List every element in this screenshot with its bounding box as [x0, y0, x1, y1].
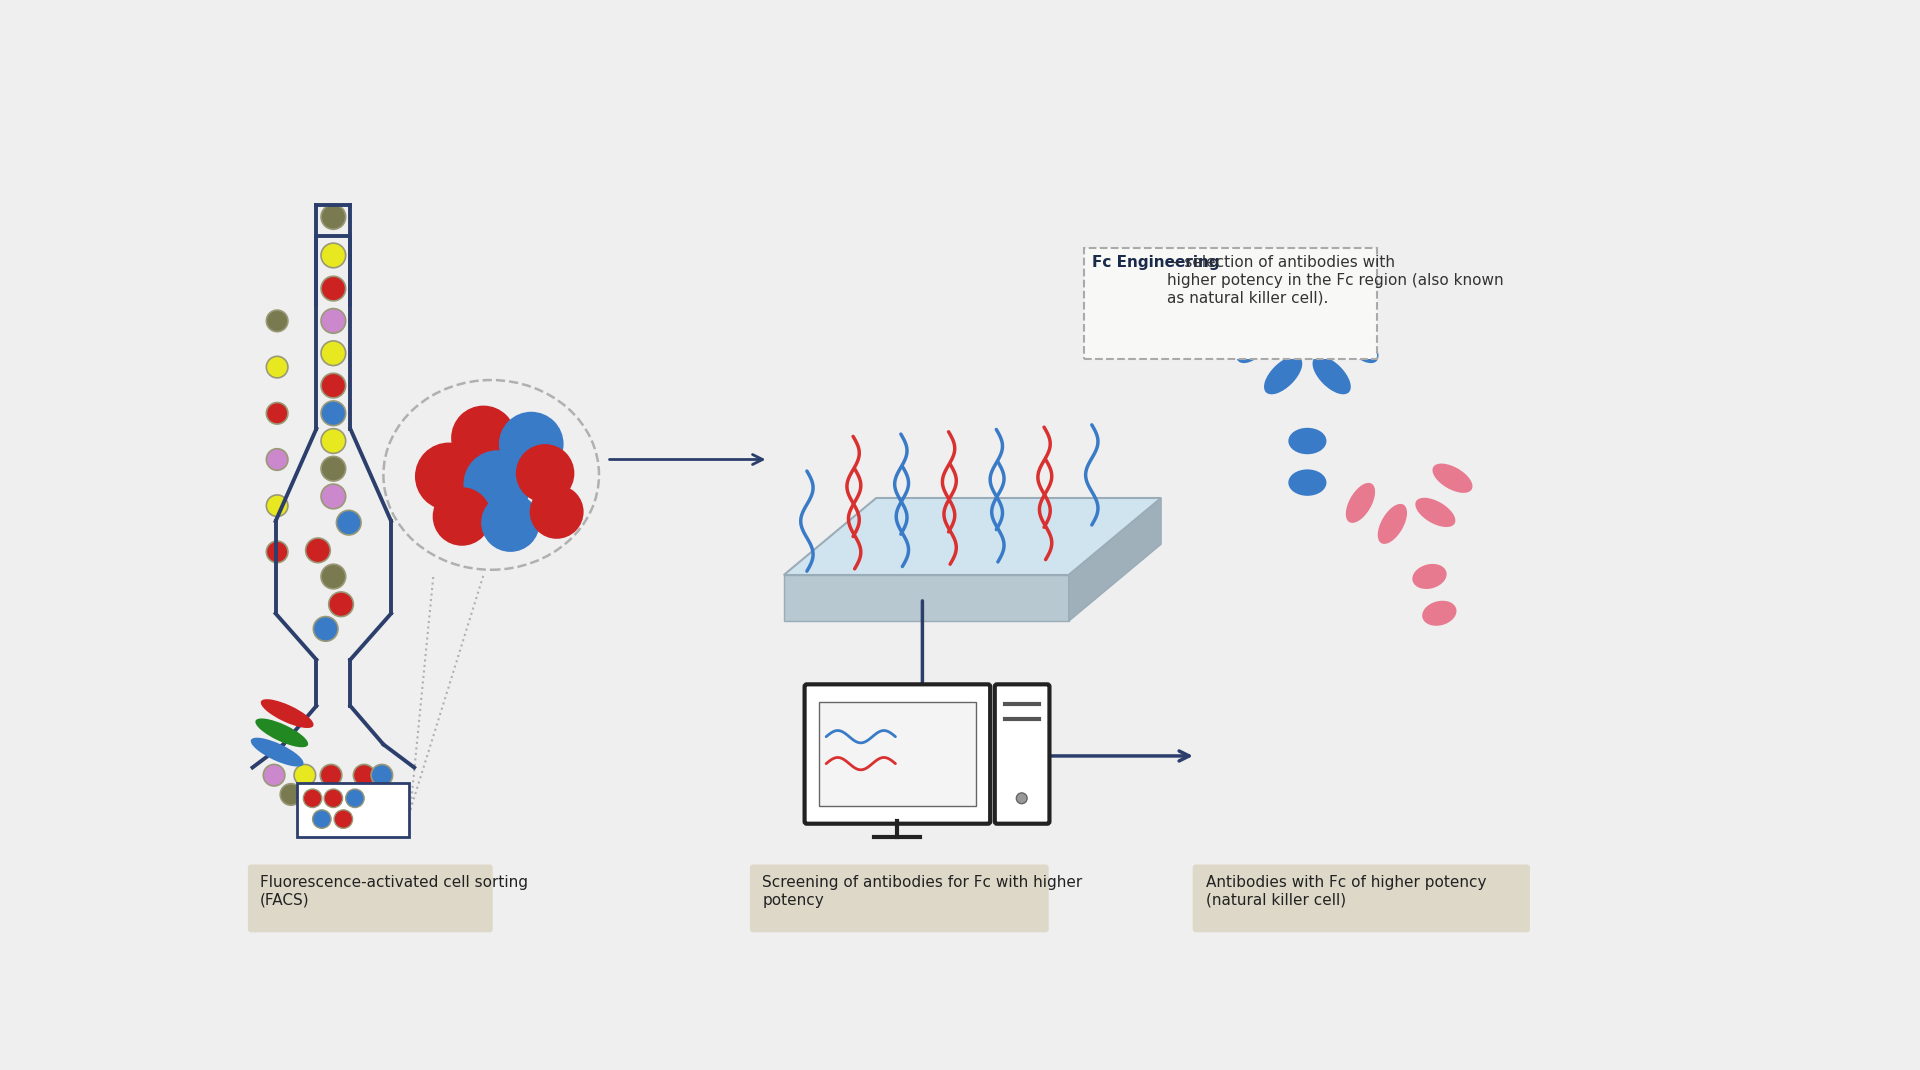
Text: – selection of antibodies with
higher potency in the Fc region (also known
as na: – selection of antibodies with higher po… [1167, 256, 1503, 305]
Circle shape [321, 308, 346, 333]
Ellipse shape [1340, 325, 1379, 363]
Text: Fc Engineering: Fc Engineering [1092, 256, 1219, 271]
Circle shape [451, 406, 516, 471]
Ellipse shape [1288, 428, 1327, 455]
Circle shape [482, 493, 540, 552]
Circle shape [267, 541, 288, 563]
Circle shape [313, 810, 330, 828]
Circle shape [267, 495, 288, 517]
Circle shape [267, 402, 288, 424]
Circle shape [321, 484, 346, 508]
Circle shape [328, 592, 353, 616]
Circle shape [516, 444, 574, 503]
Circle shape [267, 310, 288, 332]
Ellipse shape [1379, 504, 1407, 544]
Circle shape [267, 356, 288, 378]
Ellipse shape [1263, 356, 1302, 395]
Circle shape [294, 764, 315, 786]
Bar [820, 702, 975, 806]
FancyBboxPatch shape [1192, 865, 1530, 932]
Circle shape [307, 783, 328, 806]
Circle shape [432, 487, 492, 546]
Circle shape [415, 443, 482, 510]
Text: Antibodies with Fc of higher potency
(natural killer cell): Antibodies with Fc of higher potency (na… [1206, 875, 1486, 907]
Circle shape [321, 764, 342, 786]
Text: Fluorescence-activated cell sorting
(FACS): Fluorescence-activated cell sorting (FAC… [261, 875, 528, 907]
Polygon shape [783, 498, 1162, 575]
Ellipse shape [1288, 470, 1327, 495]
FancyBboxPatch shape [995, 685, 1050, 824]
FancyBboxPatch shape [804, 685, 991, 824]
Text: Screening of antibodies for Fc with higher
potency: Screening of antibodies for Fc with high… [762, 875, 1083, 907]
Circle shape [321, 429, 346, 454]
Circle shape [371, 764, 392, 786]
Circle shape [321, 204, 346, 229]
Ellipse shape [1432, 463, 1473, 493]
Circle shape [321, 564, 346, 588]
Ellipse shape [1346, 483, 1375, 523]
FancyBboxPatch shape [248, 865, 493, 932]
Circle shape [280, 783, 301, 806]
Ellipse shape [1313, 356, 1352, 395]
Circle shape [499, 412, 564, 476]
Ellipse shape [1236, 325, 1275, 363]
Circle shape [321, 457, 346, 482]
Circle shape [353, 764, 374, 786]
Circle shape [321, 401, 346, 426]
Circle shape [530, 485, 584, 539]
Ellipse shape [1413, 564, 1446, 588]
Circle shape [346, 789, 365, 808]
Ellipse shape [1415, 498, 1455, 528]
Circle shape [313, 616, 338, 641]
Circle shape [321, 276, 346, 301]
Circle shape [463, 450, 532, 518]
Circle shape [336, 510, 361, 535]
Circle shape [321, 341, 346, 366]
Circle shape [267, 448, 288, 471]
Ellipse shape [261, 699, 313, 728]
FancyBboxPatch shape [751, 865, 1048, 932]
FancyBboxPatch shape [1085, 248, 1377, 360]
Ellipse shape [252, 737, 303, 766]
Bar [298, 783, 409, 837]
Circle shape [321, 373, 346, 398]
Polygon shape [783, 575, 1069, 622]
Circle shape [334, 810, 353, 828]
Circle shape [324, 789, 342, 808]
Ellipse shape [1423, 600, 1457, 626]
Circle shape [263, 764, 284, 786]
Circle shape [303, 789, 323, 808]
Polygon shape [1069, 498, 1162, 622]
Ellipse shape [255, 718, 309, 747]
Circle shape [334, 783, 355, 806]
Circle shape [321, 243, 346, 268]
Circle shape [1016, 793, 1027, 804]
Circle shape [305, 538, 330, 563]
